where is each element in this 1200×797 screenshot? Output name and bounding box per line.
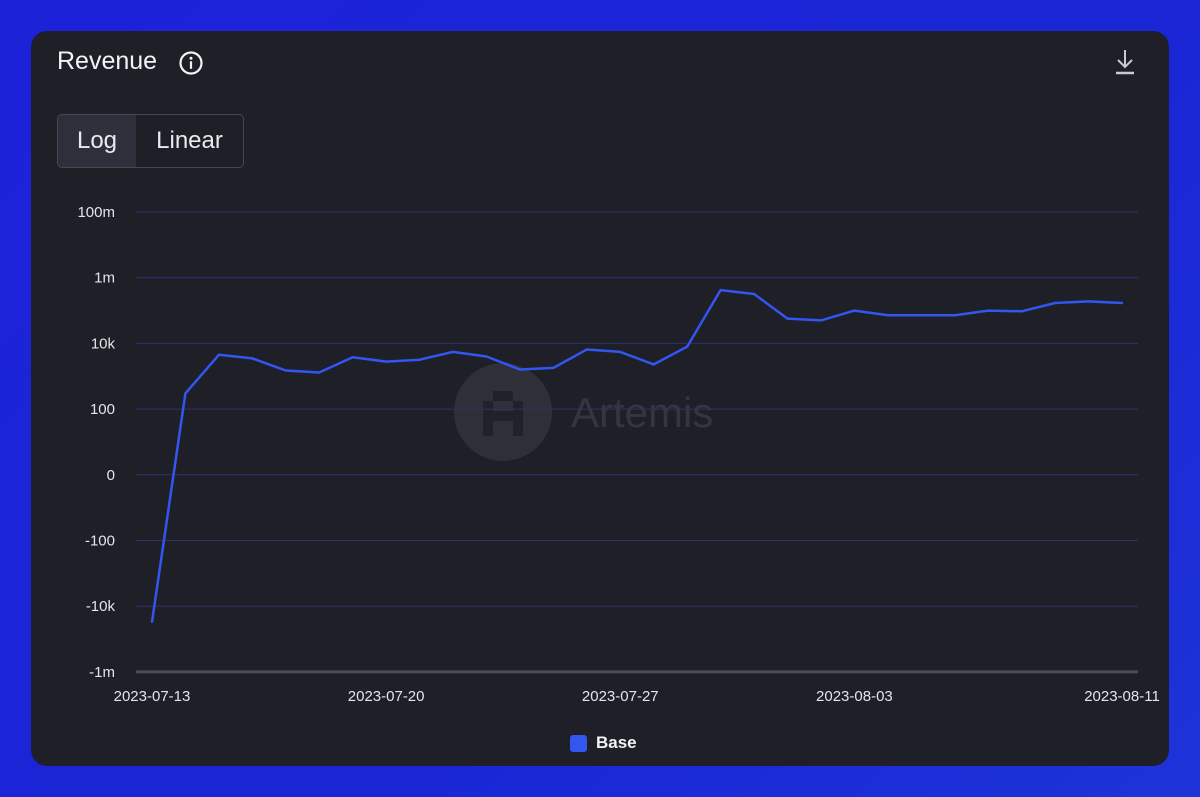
watermark-text: Artemis bbox=[571, 389, 713, 436]
legend-label-base: Base bbox=[596, 733, 637, 752]
x-tick-label: 2023-08-03 bbox=[816, 688, 893, 705]
data-point[interactable] bbox=[150, 620, 154, 624]
download-icon[interactable] bbox=[1114, 47, 1136, 79]
y-tick-label: 10k bbox=[91, 335, 116, 352]
data-point[interactable] bbox=[685, 345, 689, 348]
data-point[interactable] bbox=[752, 292, 756, 296]
y-tick-label: -10k bbox=[86, 598, 116, 615]
data-point[interactable] bbox=[719, 288, 722, 292]
y-tick-label: 100m bbox=[77, 204, 115, 221]
data-point[interactable] bbox=[518, 368, 522, 371]
data-point[interactable] bbox=[384, 360, 388, 363]
data-point[interactable] bbox=[451, 350, 455, 354]
data-point[interactable] bbox=[552, 366, 555, 370]
data-point[interactable] bbox=[585, 348, 589, 351]
revenue-card: Revenue Log Linear Artemis 100m 1m 10k 100 0… bbox=[31, 31, 1169, 766]
legend-swatch-base bbox=[570, 734, 587, 752]
data-point[interactable] bbox=[1020, 310, 1023, 313]
data-point[interactable] bbox=[251, 357, 254, 360]
data-point[interactable] bbox=[786, 317, 789, 320]
y-tick-label: 1m bbox=[94, 270, 115, 287]
data-point[interactable] bbox=[819, 319, 823, 322]
chart-title: Revenue bbox=[57, 47, 158, 75]
data-point[interactable] bbox=[920, 314, 923, 317]
x-tick-label: 2023-07-13 bbox=[114, 688, 191, 705]
data-point[interactable] bbox=[284, 369, 287, 372]
data-point[interactable] bbox=[418, 358, 421, 361]
data-point[interactable] bbox=[1053, 301, 1057, 305]
data-point[interactable] bbox=[485, 355, 488, 358]
y-tick-label: 0 bbox=[107, 467, 115, 484]
y-tick-label: -1m bbox=[89, 664, 115, 681]
data-point[interactable] bbox=[351, 356, 354, 359]
data-point[interactable] bbox=[619, 350, 622, 354]
log-scale-button[interactable]: Log bbox=[58, 115, 136, 167]
revenue-line-chart: Artemis 100m 1m 10k 100 0 -100 -10k -1m 2023-07… bbox=[77, 204, 1160, 705]
x-tick-label: 2023-07-20 bbox=[348, 688, 425, 705]
legend[interactable]: Base bbox=[570, 733, 637, 753]
data-point[interactable] bbox=[953, 314, 956, 317]
data-point[interactable] bbox=[987, 309, 990, 312]
y-tick-label: 100 bbox=[90, 401, 115, 418]
linear-scale-button[interactable]: Linear bbox=[156, 127, 223, 154]
data-point[interactable] bbox=[1087, 300, 1090, 303]
scale-toggle: Log Linear bbox=[57, 114, 244, 168]
data-point[interactable] bbox=[652, 363, 655, 366]
x-tick-label: 2023-08-11 bbox=[1084, 688, 1160, 705]
series-base-line bbox=[150, 288, 1123, 623]
data-point[interactable] bbox=[217, 353, 221, 356]
data-point[interactable] bbox=[853, 309, 856, 312]
data-point[interactable] bbox=[184, 392, 187, 395]
y-tick-label: -100 bbox=[85, 533, 115, 550]
data-point[interactable] bbox=[1120, 301, 1124, 305]
x-tick-label: 2023-07-27 bbox=[582, 688, 659, 705]
artemis-watermark: Artemis bbox=[454, 363, 713, 461]
data-point[interactable] bbox=[318, 371, 321, 374]
info-icon[interactable] bbox=[178, 50, 204, 76]
data-point[interactable] bbox=[886, 314, 890, 317]
